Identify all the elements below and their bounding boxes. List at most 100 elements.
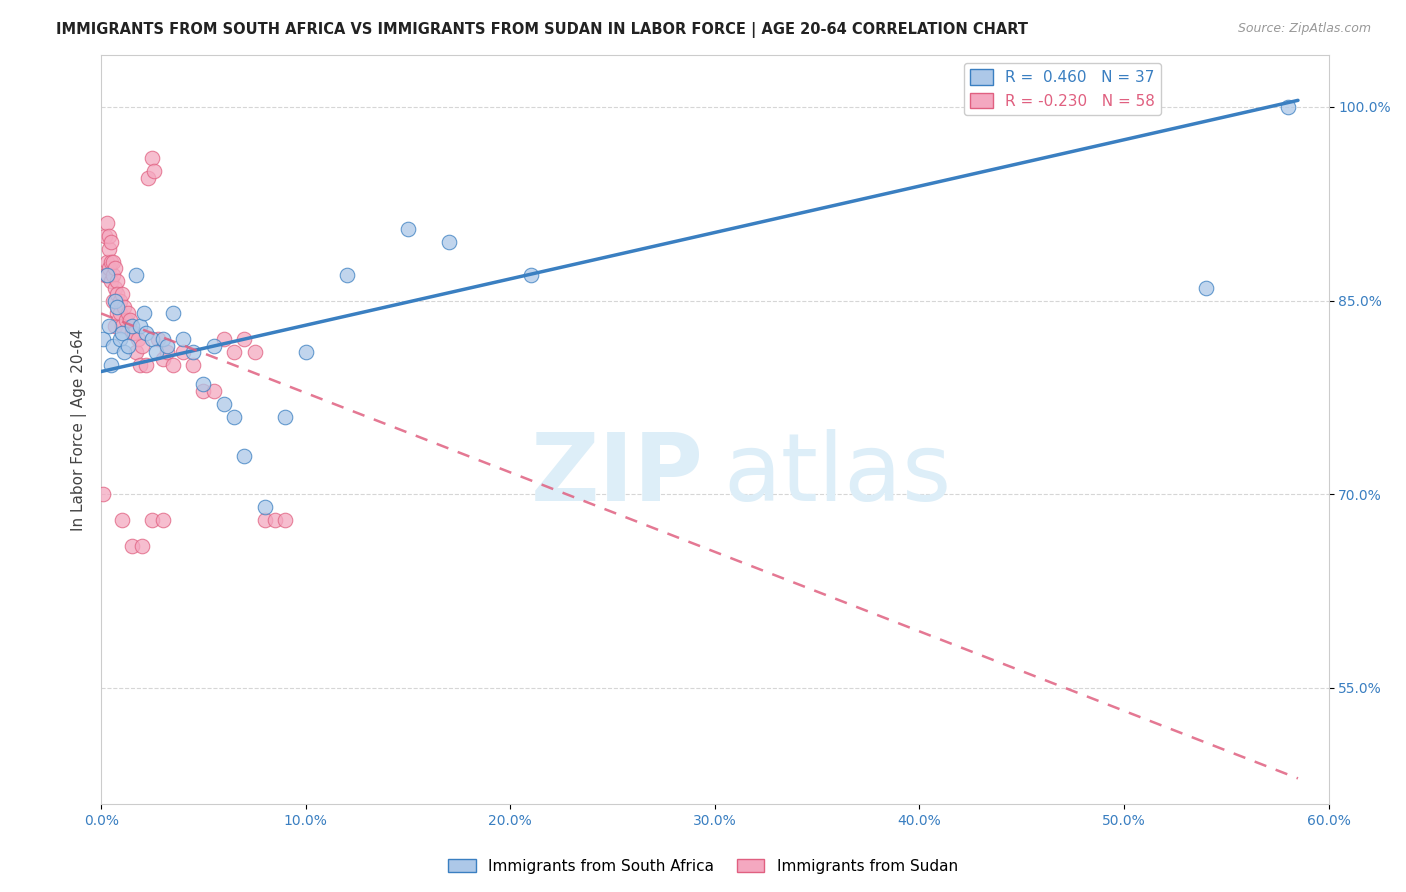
Point — [91, 332, 114, 346]
Point — [100, 254, 122, 268]
Point — [104, 261, 127, 276]
Point — [94, 229, 117, 244]
Point — [96, 268, 118, 282]
Point — [294, 345, 316, 359]
Point — [122, 326, 145, 340]
Point — [152, 351, 174, 366]
Point — [110, 326, 132, 340]
Point — [253, 500, 276, 515]
Point — [193, 384, 215, 398]
Legend: R =  0.460   N = 37, R = -0.230   N = 58: R = 0.460 N = 37, R = -0.230 N = 58 — [965, 62, 1161, 114]
Point — [437, 235, 460, 250]
Point — [110, 319, 132, 334]
Point — [117, 339, 139, 353]
Point — [91, 487, 114, 501]
Point — [132, 306, 155, 320]
Point — [121, 319, 143, 334]
Point — [103, 268, 125, 282]
Point — [112, 345, 135, 359]
Point — [233, 332, 256, 346]
Legend: Immigrants from South Africa, Immigrants from Sudan: Immigrants from South Africa, Immigrants… — [441, 853, 965, 880]
Point — [127, 332, 149, 346]
Point — [104, 319, 127, 334]
Point — [100, 358, 122, 372]
Point — [107, 287, 129, 301]
Point — [104, 280, 127, 294]
Point — [396, 222, 419, 236]
Point — [135, 358, 157, 372]
Point — [181, 345, 204, 359]
Point — [336, 268, 359, 282]
Point — [98, 261, 121, 276]
Point — [233, 449, 256, 463]
Point — [98, 229, 121, 244]
Point — [129, 319, 152, 334]
Y-axis label: In Labor Force | Age 20-64: In Labor Force | Age 20-64 — [72, 328, 87, 531]
Point — [125, 268, 148, 282]
Point — [155, 339, 177, 353]
Point — [117, 306, 139, 320]
Point — [94, 268, 117, 282]
Point — [224, 345, 246, 359]
Point — [135, 326, 157, 340]
Point — [103, 293, 125, 308]
Point — [131, 339, 153, 353]
Point — [100, 235, 122, 250]
Point — [148, 332, 170, 346]
Point — [162, 306, 184, 320]
Point — [1277, 100, 1299, 114]
Point — [96, 254, 118, 268]
Point — [202, 339, 225, 353]
Text: ZIP: ZIP — [530, 429, 703, 521]
Point — [224, 409, 246, 424]
Point — [162, 358, 184, 372]
Point — [212, 332, 235, 346]
Point — [253, 513, 276, 527]
Text: atlas: atlas — [724, 429, 952, 521]
Point — [141, 332, 163, 346]
Point — [152, 332, 174, 346]
Point — [172, 332, 194, 346]
Point — [118, 313, 141, 327]
Point — [108, 306, 131, 320]
Point — [98, 319, 121, 334]
Point — [136, 170, 159, 185]
Point — [108, 332, 131, 346]
Point — [108, 293, 131, 308]
Point — [110, 513, 132, 527]
Point — [519, 268, 541, 282]
Point — [141, 513, 163, 527]
Point — [181, 358, 204, 372]
Point — [107, 306, 129, 320]
Point — [193, 377, 215, 392]
Point — [121, 539, 143, 553]
Point — [274, 513, 297, 527]
Point — [110, 287, 132, 301]
Point — [103, 254, 125, 268]
Point — [114, 313, 136, 327]
Text: Source: ZipAtlas.com: Source: ZipAtlas.com — [1237, 22, 1371, 36]
Point — [98, 242, 121, 256]
Point — [1195, 280, 1218, 294]
Point — [125, 345, 148, 359]
Point — [243, 345, 266, 359]
Point — [155, 345, 177, 359]
Point — [103, 339, 125, 353]
Point — [274, 409, 297, 424]
Point — [131, 539, 153, 553]
Point — [96, 216, 118, 230]
Point — [112, 300, 135, 314]
Point — [107, 300, 129, 314]
Point — [212, 397, 235, 411]
Point — [141, 152, 163, 166]
Point — [202, 384, 225, 398]
Point — [107, 274, 129, 288]
Point — [129, 358, 152, 372]
Point — [143, 164, 166, 178]
Point — [96, 268, 118, 282]
Point — [152, 513, 174, 527]
Text: IMMIGRANTS FROM SOUTH AFRICA VS IMMIGRANTS FROM SUDAN IN LABOR FORCE | AGE 20-64: IMMIGRANTS FROM SOUTH AFRICA VS IMMIGRAN… — [56, 22, 1028, 38]
Point — [104, 293, 127, 308]
Point — [145, 345, 167, 359]
Point — [172, 345, 194, 359]
